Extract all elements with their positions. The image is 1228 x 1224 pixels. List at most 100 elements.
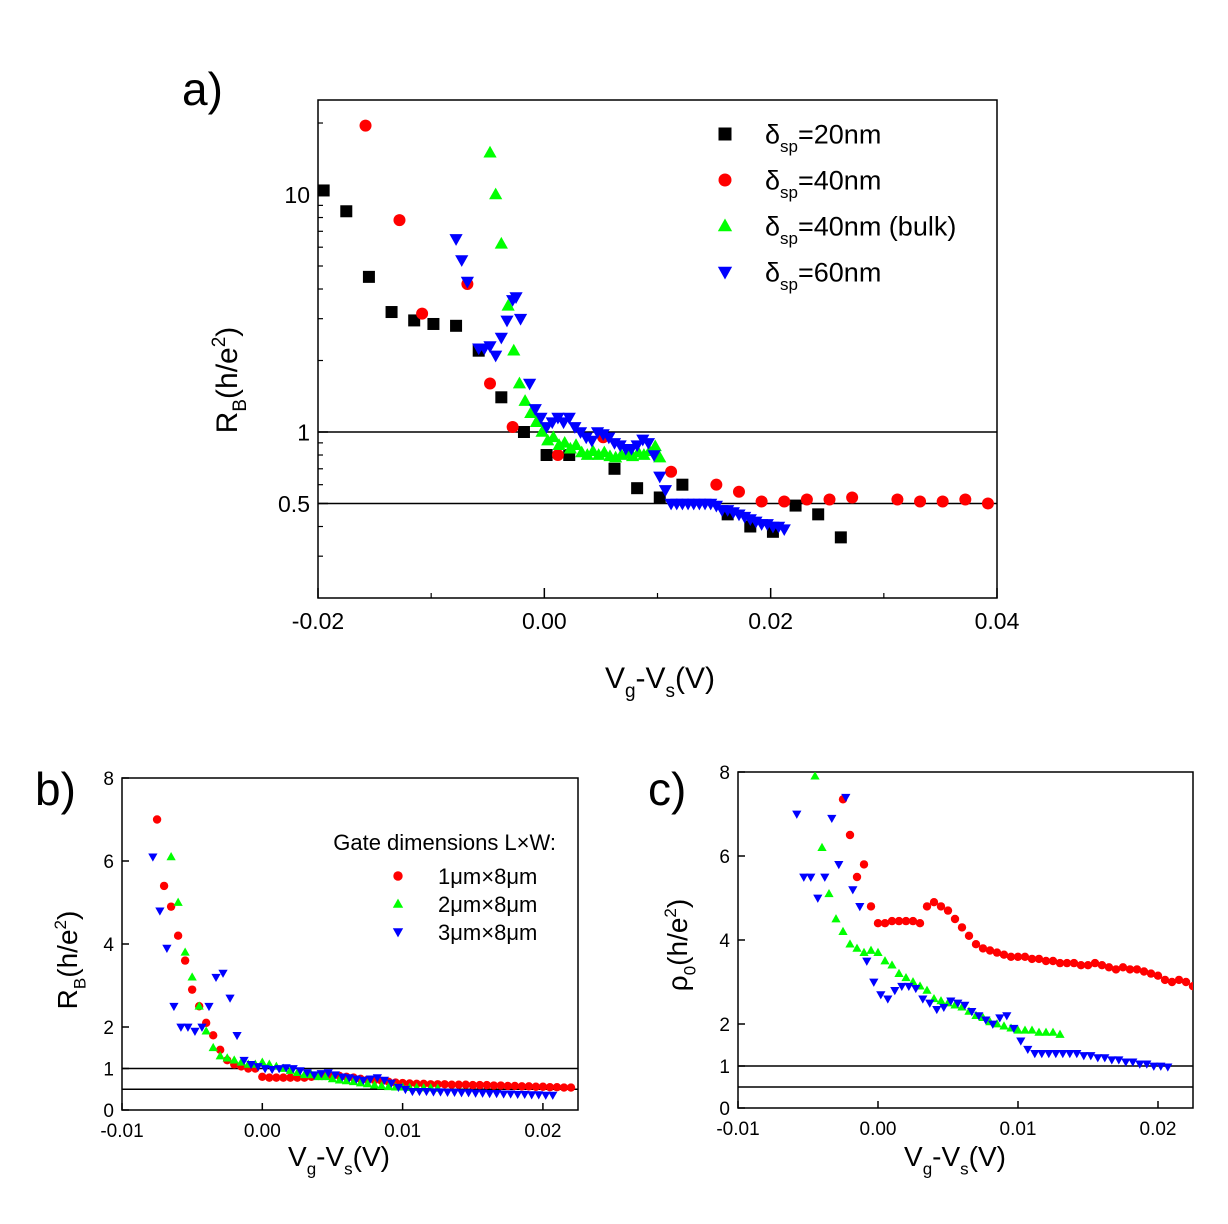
data-point — [295, 1067, 305, 1076]
data-point — [845, 939, 855, 948]
data-point — [971, 940, 981, 949]
data-point — [887, 960, 897, 969]
data-point — [507, 343, 521, 356]
data-point — [385, 306, 398, 319]
y-tick-label: 0.5 — [278, 491, 310, 517]
data-point — [483, 145, 497, 158]
data-point — [1013, 952, 1023, 961]
y-tick-label: 2 — [719, 1015, 730, 1036]
plot-frame — [317, 99, 998, 599]
data-point — [316, 1070, 326, 1079]
data-point — [964, 931, 974, 940]
data-point — [447, 1080, 456, 1089]
data-point — [535, 425, 549, 437]
legend-marker — [392, 928, 404, 938]
data-point — [379, 1076, 389, 1085]
x-tick-label: 0.02 — [1140, 1119, 1177, 1140]
data-point — [1020, 952, 1030, 961]
data-point — [232, 1031, 242, 1041]
data-point — [1167, 977, 1177, 987]
data-point — [318, 184, 330, 197]
y-tick-label: 1 — [103, 1059, 114, 1080]
legend-label: δsp=60nm — [765, 258, 881, 294]
panel-label-a: a) — [182, 63, 223, 115]
data-point — [386, 1079, 397, 1088]
data-point — [1041, 956, 1051, 966]
legend-label: 1μm×8μm — [438, 864, 537, 889]
data-point — [1072, 1050, 1082, 1059]
data-point — [908, 916, 918, 926]
data-point — [274, 1065, 284, 1074]
data-point — [506, 1090, 516, 1099]
data-point — [834, 531, 847, 544]
data-point — [755, 495, 768, 508]
data-point — [936, 495, 949, 508]
data-point — [180, 956, 190, 965]
data-point — [477, 1089, 488, 1098]
data-point — [509, 292, 523, 304]
data-point — [1188, 982, 1193, 991]
legend-marker — [718, 173, 732, 187]
data-point — [1100, 1054, 1110, 1063]
data-point — [552, 1082, 562, 1092]
data-point — [866, 945, 876, 954]
data-point — [974, 1012, 984, 1021]
data-point — [166, 902, 176, 911]
x-tick-label: -0.01 — [716, 1119, 759, 1140]
data-point — [852, 943, 862, 952]
data-point — [1097, 961, 1107, 970]
data-point — [517, 1082, 527, 1091]
data-point — [540, 449, 553, 462]
data-point — [653, 491, 666, 504]
data-point — [1114, 1056, 1124, 1065]
data-point — [351, 1075, 361, 1084]
data-point — [1107, 1056, 1117, 1065]
data-point — [876, 991, 886, 1000]
y-tick-label: 8 — [719, 763, 730, 784]
x-tick-label: 0.01 — [1000, 1119, 1037, 1140]
data-point — [559, 1083, 569, 1092]
data-point — [838, 926, 848, 935]
data-point — [777, 524, 791, 537]
data-point — [455, 255, 469, 267]
legend-marker — [717, 218, 733, 232]
data-point — [155, 907, 165, 916]
data-point — [435, 1088, 446, 1097]
data-point — [1055, 1029, 1065, 1038]
data-point — [914, 495, 927, 508]
data-point — [988, 1020, 998, 1029]
data-point — [442, 1088, 453, 1097]
data-point — [1006, 952, 1016, 961]
data-point — [267, 1065, 277, 1075]
data-point — [222, 1053, 232, 1062]
data-point — [901, 916, 911, 926]
data-point — [915, 919, 925, 928]
data-point — [1181, 977, 1191, 987]
data-point — [323, 1069, 333, 1078]
data-point — [541, 433, 555, 446]
data-point — [358, 1076, 368, 1085]
data-point — [534, 1091, 544, 1100]
data-point — [449, 1088, 460, 1097]
data-point — [1104, 963, 1114, 972]
data-point — [880, 919, 890, 928]
data-point — [800, 493, 813, 506]
data-point — [450, 319, 463, 332]
data-point — [1051, 1050, 1061, 1059]
data-point — [1128, 1058, 1138, 1067]
data-point — [470, 1089, 481, 1098]
data-point — [834, 861, 844, 870]
data-point — [482, 1080, 491, 1090]
data-point — [789, 499, 802, 512]
data-point — [528, 404, 542, 416]
data-point — [665, 465, 678, 478]
data-point — [846, 491, 859, 504]
y-tick-label: 8 — [103, 769, 114, 790]
data-point — [440, 1080, 449, 1089]
data-point — [613, 440, 627, 453]
data-point — [194, 1001, 204, 1010]
data-point — [925, 999, 935, 1008]
data-point — [529, 415, 544, 427]
data-point — [279, 1073, 288, 1082]
